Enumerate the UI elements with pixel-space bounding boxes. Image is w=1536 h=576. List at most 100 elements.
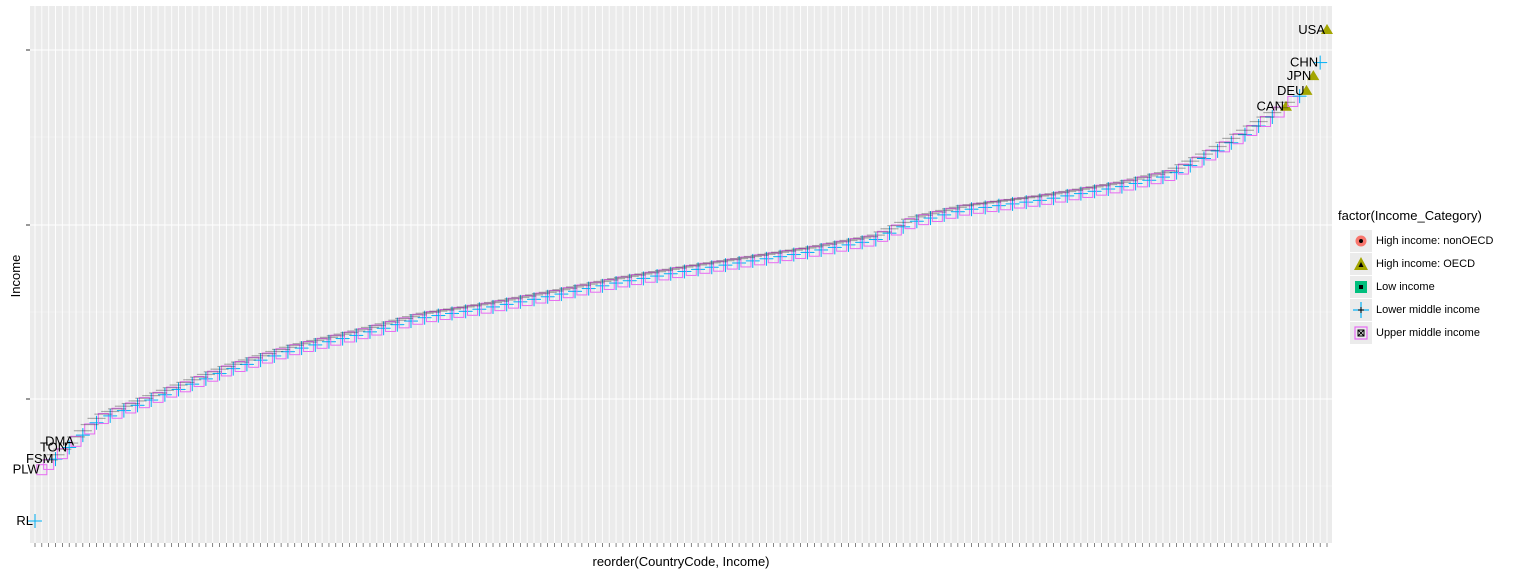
data-point <box>1205 149 1217 161</box>
data-point <box>130 398 145 413</box>
data-point-square-cross <box>1027 195 1039 207</box>
label-clutter <box>798 247 817 249</box>
label-clutter <box>408 314 427 316</box>
data-point-square-cross <box>822 243 834 255</box>
label-clutter <box>1215 141 1234 144</box>
legend-item-high-income-nonoecd: High income: nonOECD <box>1338 229 1528 252</box>
data-point <box>1013 197 1025 209</box>
data-point <box>494 300 506 312</box>
label-clutter <box>566 286 585 288</box>
data-point-square-cross <box>877 230 889 242</box>
data-point-square-cross <box>111 407 123 419</box>
data-point-triangle <box>1300 84 1313 95</box>
data-point-square-cross <box>289 344 301 356</box>
data-point <box>1237 127 1252 142</box>
data-point <box>321 334 336 349</box>
data-point-square-cross <box>453 306 465 318</box>
label-clutter <box>955 205 974 207</box>
data-point-square-cross <box>343 331 355 343</box>
label-clutter <box>80 423 99 426</box>
label-clutter <box>1071 188 1090 190</box>
data-point-square-cross <box>1191 156 1203 168</box>
data-point <box>786 247 801 262</box>
label-clutter <box>668 267 687 269</box>
label-clutter <box>1174 164 1193 166</box>
data-point-square-cross <box>1205 149 1217 161</box>
data-point <box>836 240 848 252</box>
y-ticks <box>26 49 30 400</box>
data-point <box>699 262 711 274</box>
data-point-square-cross <box>193 376 205 388</box>
data-point <box>849 238 861 250</box>
label-clutter <box>853 237 872 239</box>
data-point <box>650 269 665 284</box>
data-point-square-cross <box>890 224 902 236</box>
data-point <box>677 264 692 279</box>
data-point <box>644 271 656 283</box>
data-point <box>376 321 391 336</box>
data-point <box>562 287 574 299</box>
label-clutter <box>265 350 284 353</box>
data-point <box>923 211 938 226</box>
data-point-triangle <box>1307 70 1320 81</box>
label-clutter <box>149 392 168 394</box>
label-clutter <box>538 291 557 293</box>
data-point <box>691 262 706 277</box>
data-point <box>773 249 788 264</box>
data-point-square-cross <box>330 334 342 346</box>
data-point <box>658 269 670 281</box>
triangle-marker-icon <box>1350 252 1372 275</box>
label-clutter <box>716 260 735 262</box>
data-point <box>343 331 355 343</box>
data-point <box>568 284 583 299</box>
label-clutter <box>1010 198 1029 200</box>
label-clutter <box>736 256 755 259</box>
data-point <box>1164 170 1176 182</box>
label-clutter <box>559 287 578 289</box>
data-point <box>412 313 424 325</box>
data-points <box>28 24 1333 528</box>
label-clutter <box>1058 190 1077 193</box>
data-point <box>540 289 555 304</box>
data-point <box>972 202 984 214</box>
data-point <box>704 260 719 275</box>
label-clutter <box>1153 172 1172 174</box>
label-clutter <box>771 251 790 253</box>
data-point <box>978 200 993 215</box>
label-clutter <box>723 259 742 261</box>
data-point <box>508 297 520 309</box>
label-clutter <box>901 218 920 220</box>
label-clutter <box>360 326 379 329</box>
data-point-square-cross <box>439 309 451 321</box>
label-clutter <box>299 341 318 343</box>
legend-label: High income: nonOECD <box>1376 234 1494 247</box>
label-clutter <box>675 266 694 268</box>
data-point-square-cross <box>931 210 943 222</box>
label-clutter <box>176 381 195 383</box>
data-point-square-cross <box>740 256 752 268</box>
label-clutter <box>525 294 544 296</box>
label-clutter <box>839 239 858 242</box>
data-point-square-cross <box>685 264 697 276</box>
data-point-square-cross <box>1136 176 1148 188</box>
data-point <box>472 302 487 317</box>
data-point <box>513 294 528 309</box>
data-point-square-cross <box>576 284 588 296</box>
data-point <box>581 281 596 296</box>
data-point <box>576 284 588 296</box>
label-clutter <box>1242 125 1261 127</box>
label-clutter <box>1256 116 1275 118</box>
data-point-square-cross <box>179 381 191 393</box>
label-clutter <box>456 306 475 308</box>
data-point-square-cross <box>808 245 820 257</box>
label-clutter <box>210 368 229 370</box>
data-point <box>718 258 733 273</box>
label-clutter <box>572 284 591 287</box>
label-clutter <box>976 202 995 204</box>
data-point <box>1307 70 1320 81</box>
label-clutter <box>162 387 181 389</box>
data-point <box>1054 191 1066 203</box>
label-clutter <box>1037 194 1056 196</box>
label-clutter <box>114 405 133 407</box>
label-clutter <box>1222 137 1241 139</box>
